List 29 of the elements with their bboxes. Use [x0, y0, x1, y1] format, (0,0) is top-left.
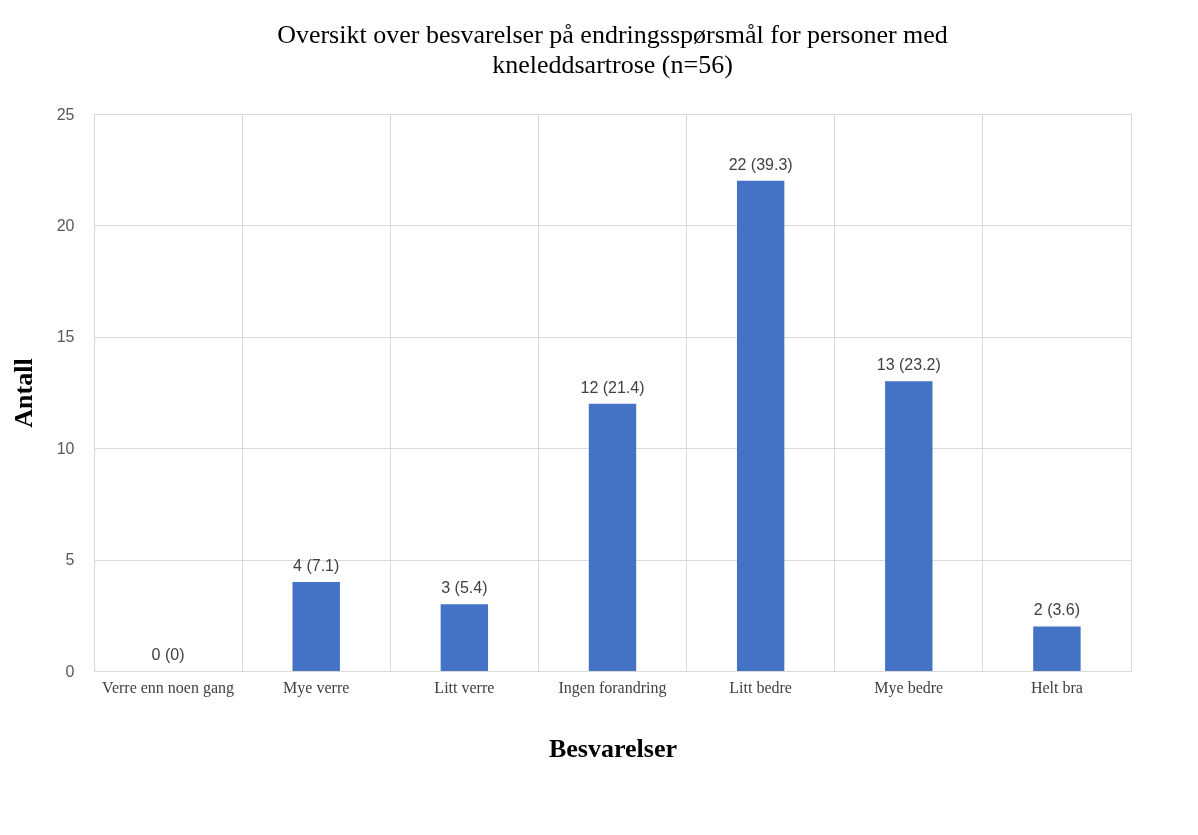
data-label: 0 (0)	[151, 646, 185, 663]
bar	[588, 403, 637, 671]
x-tick-label: Helt bra	[1030, 678, 1083, 696]
data-label: 12 (21.4)	[580, 378, 645, 396]
x-tick-label: Litt verre	[434, 678, 495, 696]
y-tick-label: 20	[56, 216, 75, 234]
data-label: 13 (23.2)	[876, 356, 941, 374]
x-tick-label: Litt bedre	[729, 678, 792, 696]
y-tick-label: 10	[56, 439, 75, 457]
x-tick-label: Ingen forandring	[558, 678, 667, 697]
y-tick-label: 15	[56, 328, 75, 346]
bar	[736, 180, 785, 671]
y-tick-label: 25	[56, 105, 75, 123]
y-tick-label: 0	[65, 662, 75, 680]
bar	[440, 604, 489, 671]
x-axis-title: Besvarelser	[548, 733, 678, 763]
x-tick-label: Mye bedre	[874, 678, 944, 697]
data-label: 4 (7.1)	[293, 556, 340, 574]
data-label: 2 (3.6)	[1033, 601, 1081, 619]
y-tick-label: 5	[65, 551, 75, 569]
bar	[292, 581, 340, 671]
bar	[885, 381, 933, 671]
x-tick-label: Mye verre	[283, 678, 350, 697]
data-label: 3 (5.4)	[441, 579, 488, 597]
chart-title: Oversikt over besvarelser på endringsspørsmål for personer med kneleddsartrose (n=56)	[277, 20, 948, 79]
bar	[1033, 626, 1081, 671]
data-label: 22 (39.3)	[728, 155, 793, 173]
y-axis-title: Antall	[8, 358, 38, 428]
x-tick-label: Verre enn noen gang	[102, 678, 235, 697]
